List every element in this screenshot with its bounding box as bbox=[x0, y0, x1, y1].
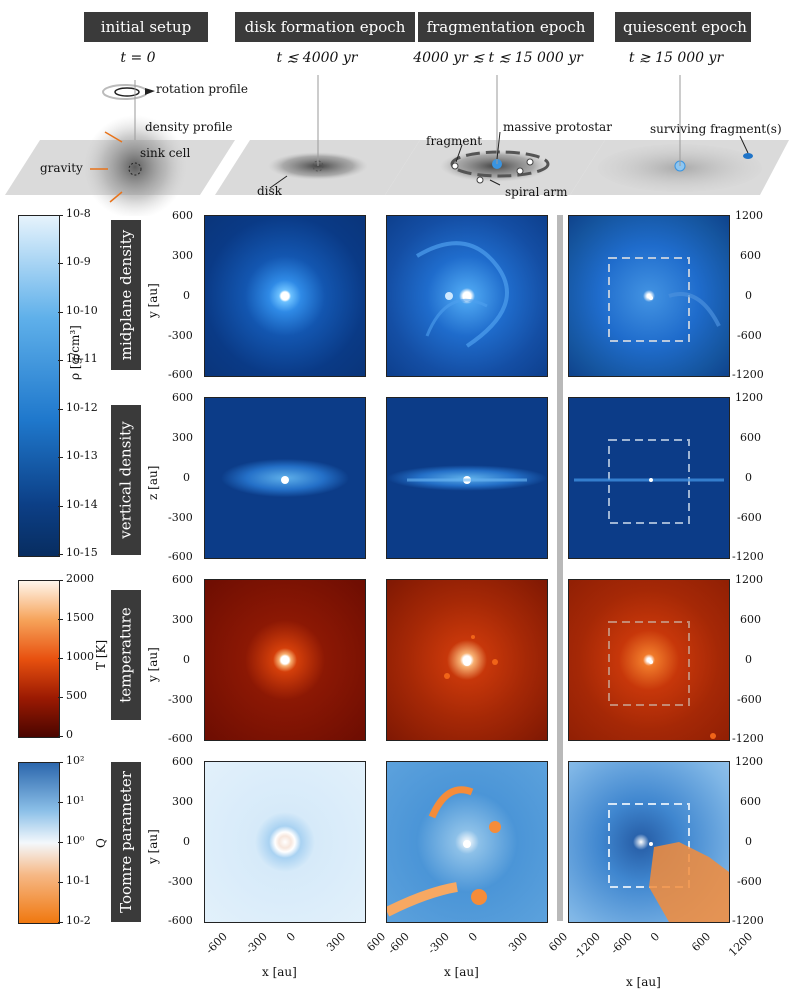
panel-toomre-frag bbox=[386, 761, 548, 923]
annot-sink: sink cell bbox=[140, 146, 191, 160]
annot-disk: disk bbox=[257, 184, 282, 198]
xlabel-quiescent: x [au] bbox=[626, 975, 661, 989]
panel-toomre-disk bbox=[204, 761, 366, 923]
xlabel-disk: x [au] bbox=[262, 965, 297, 979]
colorbar-toomre bbox=[18, 762, 60, 924]
colorbar-toomre-label: Q bbox=[94, 838, 108, 848]
ylabel-row1: y [au] bbox=[146, 283, 160, 318]
ylabel-row2: z [au] bbox=[146, 465, 160, 500]
annot-massive: massive protostar bbox=[503, 120, 612, 134]
colorbar-temperature-label: T [K] bbox=[94, 639, 108, 670]
row-label-vertical: vertical density bbox=[111, 405, 141, 555]
panel-temperature-disk bbox=[204, 579, 366, 741]
epoch-header-quiescent: quiescent epoch bbox=[615, 12, 751, 42]
annot-gravity: gravity bbox=[40, 161, 83, 175]
panel-temperature-quiescent bbox=[568, 579, 730, 741]
epoch-header-fragmentation: fragmentation epoch bbox=[418, 12, 594, 42]
annot-rotation: rotation profile bbox=[156, 82, 248, 96]
row-label-toomre: Toomre parameter bbox=[111, 762, 141, 922]
panel-toomre-quiescent bbox=[568, 761, 730, 923]
ylabel-row4: y [au] bbox=[146, 829, 160, 864]
epoch-header-disk: disk formation epoch bbox=[235, 12, 415, 42]
epoch-time-quiescent: t ≳ 15 000 yr bbox=[628, 50, 724, 66]
colorbar-temperature bbox=[18, 580, 60, 738]
schematic-strip bbox=[5, 75, 789, 216]
epoch-header-initial: initial setup bbox=[84, 12, 208, 42]
xlabel-frag: x [au] bbox=[444, 965, 479, 979]
sink-cell-marker bbox=[128, 162, 142, 176]
column-separator bbox=[557, 215, 563, 921]
panel-midplane-frag bbox=[386, 215, 548, 377]
panel-vertical-disk bbox=[204, 397, 366, 559]
annot-fragment: fragment bbox=[426, 134, 483, 148]
panel-temperature-frag bbox=[386, 579, 548, 741]
annot-density: density profile bbox=[145, 120, 233, 134]
epoch-time-initial: t = 0 bbox=[120, 50, 156, 66]
colorbar-density bbox=[18, 215, 60, 557]
annot-spiral: spiral arm bbox=[505, 185, 568, 199]
panel-midplane-disk bbox=[204, 215, 366, 377]
colorbar-density-label: ρ [g/cm³] bbox=[68, 325, 82, 380]
row-label-midplane: midplane density bbox=[111, 220, 141, 370]
epoch-time-fragmentation: 4000 yr ≲ t ≲ 15 000 yr bbox=[413, 50, 583, 66]
epoch-time-disk: t ≲ 4000 yr bbox=[276, 50, 358, 66]
ylabel-row3: y [au] bbox=[146, 647, 160, 682]
annot-surviving: surviving fragment(s) bbox=[650, 122, 782, 136]
panel-vertical-quiescent bbox=[568, 397, 730, 559]
cloud bbox=[83, 115, 187, 216]
panel-vertical-frag bbox=[386, 397, 548, 559]
panel-midplane-quiescent bbox=[568, 215, 730, 377]
row-label-temperature: temperature bbox=[111, 590, 141, 720]
surviving-fragment-marker bbox=[743, 153, 753, 159]
